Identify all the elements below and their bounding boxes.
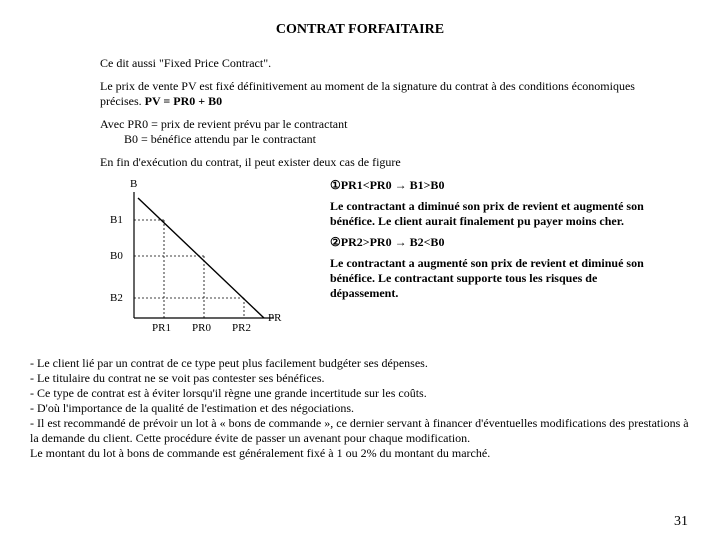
- def-line2: B0 = bénéfice attendu par le contractant: [100, 132, 660, 147]
- footer-l5: - Il est recommandé de prévoir un lot à …: [30, 416, 690, 446]
- footer-list: - Le client lié par un contrat de ce typ…: [30, 356, 690, 461]
- case1-right: B1>B0: [407, 178, 445, 192]
- case1-heading: ①PR1<PR0 → B1>B0: [330, 178, 660, 193]
- xtick-pr1: PR1: [152, 322, 171, 334]
- def-line1: Avec PR0 = prix de revient prévu par le …: [100, 117, 660, 132]
- case2-heading: ②PR2>PR0 → B2<B0: [330, 235, 660, 250]
- intro-line1: Ce dit aussi "Fixed Price Contract".: [100, 56, 660, 71]
- case2-left: ②PR2>PR0: [330, 235, 395, 249]
- lead-line: En fin d'exécution du contrat, il peut e…: [100, 155, 660, 170]
- ytick-b0: B0: [110, 250, 123, 262]
- intro-formula: PV = PR0 + B0: [145, 94, 222, 108]
- page-number: 31: [674, 514, 688, 530]
- y-axis-label: B: [130, 178, 137, 190]
- xtick-pr0: PR0: [192, 322, 211, 334]
- case2-text: Le contractant a augmenté son prix de re…: [330, 256, 660, 301]
- case1-text: Le contractant a diminué son prix de rev…: [330, 199, 660, 229]
- ytick-b1: B1: [110, 214, 123, 226]
- page-title: CONTRAT FORFAITAIRE: [30, 22, 690, 38]
- arrow-icon: →: [395, 235, 407, 249]
- arrow-icon: →: [395, 178, 407, 192]
- case2-right: B2<B0: [407, 235, 445, 249]
- footer-l3: - Ce type de contrat est à éviter lorsqu…: [30, 386, 690, 401]
- ytick-b2: B2: [110, 292, 123, 304]
- xtick-pr2: PR2: [232, 322, 251, 334]
- footer-l1: - Le client lié par un contrat de ce typ…: [30, 356, 690, 371]
- bpr-chart: [104, 178, 284, 343]
- case1-left: ①PR1<PR0: [330, 178, 395, 192]
- x-axis-label: PR: [268, 312, 281, 324]
- footer-l2: - Le titulaire du contrat ne se voit pas…: [30, 371, 690, 386]
- footer-l4: - D'où l'importance de la qualité de l'e…: [30, 401, 690, 416]
- intro-line2: Le prix de vente PV est fixé définitivem…: [100, 79, 660, 109]
- footer-l6: Le montant du lot à bons de commande est…: [30, 446, 690, 461]
